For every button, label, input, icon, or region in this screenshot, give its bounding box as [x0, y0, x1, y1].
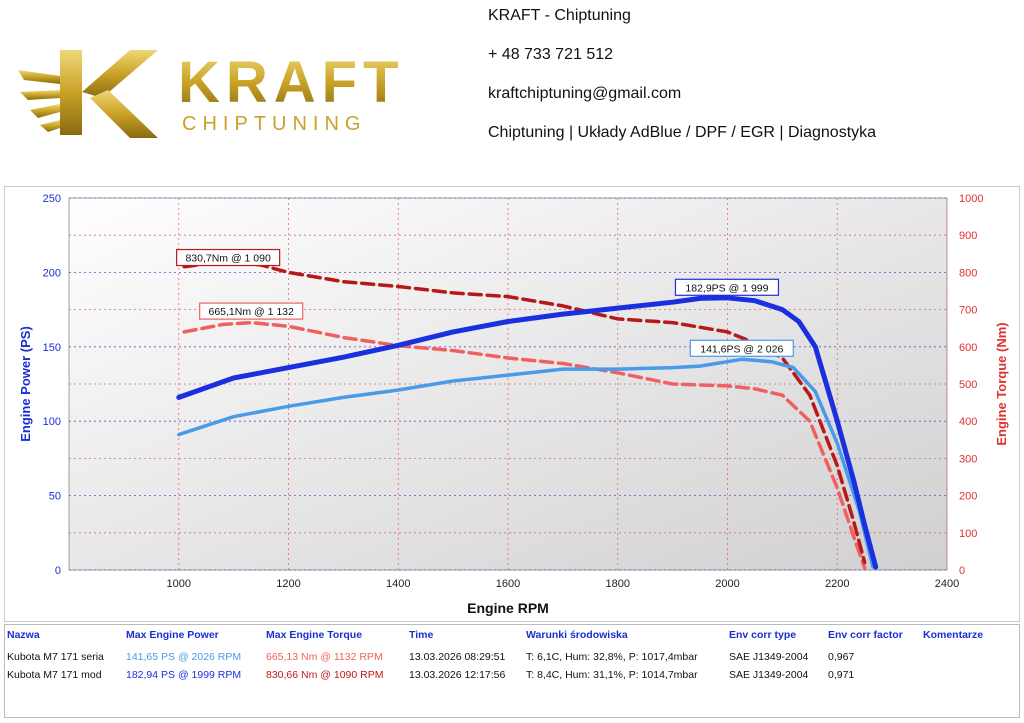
peak-annotation: 665,1Nm @ 1 132	[199, 302, 304, 320]
x-tick-label: 2400	[935, 578, 959, 590]
y-right-tick-label: 500	[959, 379, 977, 391]
x-tick-label: 1800	[606, 578, 630, 590]
kraft-logo: KRAFT CHIPTUNING	[18, 50, 405, 138]
legend-header: Env corr type	[729, 629, 797, 641]
peak-annotation: 830,7Nm @ 1 090	[176, 248, 281, 267]
row-max-power: 141,65 PS @ 2026 RPM	[126, 651, 242, 663]
contact-block: KRAFT - Chiptuning + 48 733 721 512 kraf…	[488, 6, 876, 162]
logo-sub: CHIPTUNING	[182, 113, 366, 135]
row-corr-type: SAE J1349-2004	[729, 669, 809, 681]
legend-header-row: Nazwa Max Engine Power Max Engine Torque…	[5, 627, 1019, 645]
row-max-power: 182,94 PS @ 1999 RPM	[126, 669, 242, 681]
logo-k-emblem	[18, 50, 158, 138]
row-conditions: T: 6,1C, Hum: 32,8%, P: 1017,4mbar	[526, 651, 698, 663]
legend-table: Nazwa Max Engine Power Max Engine Torque…	[4, 624, 1020, 718]
y-right-tick-label: 600	[959, 342, 977, 354]
series-line	[177, 357, 875, 569]
x-tick-label: 2200	[825, 578, 849, 590]
peak-annotation: 182,9PS @ 1 999	[674, 278, 780, 296]
annotation-label: 665,1Nm @ 1 132	[208, 306, 294, 318]
y-right-tick-label: 400	[959, 416, 977, 428]
y-right-axis-ticks: 0 100 200 300 400 500 600 700 800 900 1000	[959, 193, 983, 577]
y-right-axis-label: Engine Torque (Nm)	[994, 322, 1009, 445]
y-axis-ticks: 0 50 100 150 200 250	[43, 193, 61, 577]
series-line	[176, 295, 879, 570]
legend-row-stock: Kubota M7 171 seria 141,65 PS @ 2026 RPM…	[5, 649, 1019, 667]
legend-header: Warunki środowiska	[526, 629, 628, 641]
annotation-box	[199, 302, 304, 320]
peak-annotation: 141,6PS @ 2 026	[689, 339, 794, 357]
legend-header: Komentarze	[923, 629, 984, 641]
annotation-box	[689, 339, 794, 357]
y-tick-label: 200	[43, 267, 61, 279]
legend-header: Max Engine Torque	[266, 629, 363, 641]
legend-header: Max Engine Power	[126, 629, 219, 641]
x-tick-label: 2000	[715, 578, 739, 590]
x-tick-label: 1200	[276, 578, 300, 590]
annotation-box	[674, 278, 780, 296]
y-right-tick-label: 300	[959, 453, 977, 465]
email-address: kraftchiptuning@gmail.com	[488, 85, 682, 102]
company-name: KRAFT - Chiptuning	[488, 7, 631, 24]
y-tick-label: 0	[55, 565, 61, 577]
x-axis-label: Engine RPM	[467, 600, 549, 616]
row-max-torque: 830,66 Nm @ 1090 RPM	[266, 669, 384, 681]
legend-header: Env corr factor	[828, 629, 903, 641]
row-time: 13.03.2026 08:29:51	[409, 651, 506, 663]
y-right-tick-label: 0	[959, 565, 965, 577]
row-name: Kubota M7 171 mod	[7, 669, 102, 681]
y-tick-label: 50	[49, 491, 61, 503]
row-corr-type: SAE J1349-2004	[729, 651, 809, 663]
legend-row-mod: Kubota M7 171 mod 182,94 PS @ 1999 RPM 8…	[5, 667, 1019, 685]
y-right-tick-label: 700	[959, 305, 977, 317]
y-right-tick-label: 200	[959, 491, 977, 503]
row-max-torque: 665,13 Nm @ 1132 RPM	[266, 651, 383, 663]
phone-number: + 48 733 721 512	[488, 46, 614, 63]
annotation-label: 182,9PS @ 1 999	[685, 282, 768, 294]
annotation-label: 830,7Nm @ 1 090	[185, 253, 271, 265]
y-tick-label: 250	[43, 193, 61, 205]
dyno-chart: 1000 1200 1400 1600 1800 2000 2200 2400 0501001…	[4, 186, 1020, 622]
row-name: Kubota M7 171 seria	[7, 651, 104, 663]
x-tick-label: 1000	[167, 578, 191, 590]
y-tick-label: 150	[43, 342, 61, 354]
annotation-box	[176, 248, 281, 267]
y-right-tick-label: 1000	[959, 193, 983, 205]
annotation-label: 141,6PS @ 2 026	[700, 343, 783, 355]
series-lines	[176, 259, 879, 570]
row-conditions: T: 8,4C, Hum: 31,1%, P: 1014,7mbar	[526, 669, 698, 681]
y-axis-label: Engine Power (PS)	[18, 326, 33, 442]
logo-word: KRAFT	[178, 50, 405, 115]
y-right-tick-label: 800	[959, 267, 977, 279]
row-corr-factor: 0,967	[828, 651, 855, 663]
x-tick-label: 1400	[386, 578, 410, 590]
row-time: 13.03.2026 12:17:56	[409, 669, 506, 681]
services-line: Chiptuning | Układy AdBlue / DPF / EGR |…	[488, 124, 877, 141]
y-tick-label: 100	[43, 416, 61, 428]
row-corr-factor: 0,971	[828, 669, 855, 681]
series-line	[182, 320, 867, 570]
y-right-tick-label: 100	[959, 528, 977, 540]
legend-header: Time	[409, 629, 434, 641]
legend-header: Nazwa	[7, 629, 40, 641]
peak-annotations: 830,7Nm @ 1 090 665,1Nm @ 1 132 182,9PS @ …	[176, 248, 794, 357]
x-tick-label: 1600	[496, 578, 520, 590]
series-line	[182, 259, 867, 565]
x-axis-ticks: 1000 1200 1400 1600 1800 2000 2200 2400	[167, 578, 960, 590]
y-right-tick-label: 900	[959, 230, 977, 242]
